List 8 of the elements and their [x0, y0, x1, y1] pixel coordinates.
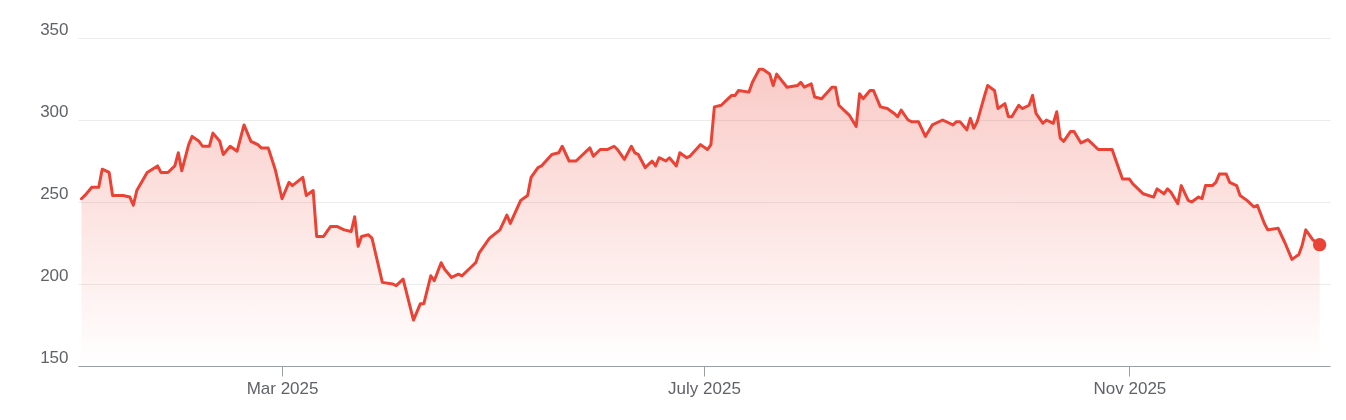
y-tick-label: 350 [40, 19, 69, 39]
y-tick-label: 150 [40, 347, 69, 367]
y-tick-label: 300 [40, 101, 69, 121]
x-tick-label: Mar 2025 [246, 378, 319, 398]
x-tick-label: July 2025 [668, 378, 741, 398]
y-tick-label: 200 [40, 265, 69, 285]
y-tick-label: 250 [40, 183, 69, 203]
x-tick-label: Nov 2025 [1093, 378, 1167, 398]
